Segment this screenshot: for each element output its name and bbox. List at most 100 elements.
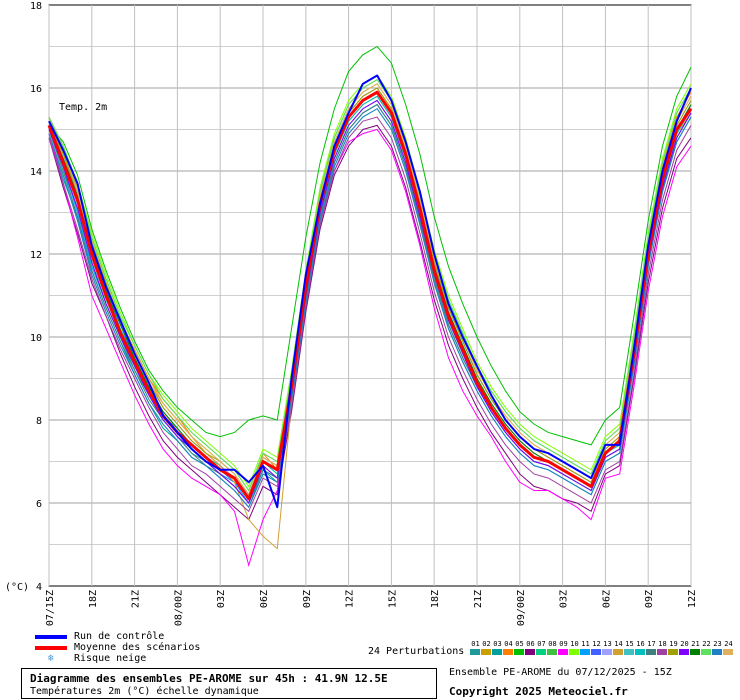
perturbation-number: 09	[559, 640, 568, 648]
perturbation-number: 16	[636, 640, 645, 648]
perturbation-swatch	[635, 649, 645, 655]
perturbation-swatch	[690, 649, 700, 655]
x-tick-label: 15Z	[387, 590, 398, 608]
x-tick-label: 12Z	[345, 590, 356, 608]
perturbation-swatch	[580, 649, 590, 655]
ensemble-member-line	[48, 87, 692, 496]
x-tick-label: 06Z	[259, 590, 270, 608]
ensemble-chart: 4 6 8 10 12 14 16 18 07/15Z 18Z 21Z 08/00Z 03Z 06Z 09…	[5, 1, 698, 626]
ensemble-member-line	[48, 124, 692, 521]
perturbation-number: 12	[592, 640, 601, 648]
x-tick-label: 09Z	[302, 590, 313, 608]
perturbation-swatch	[514, 649, 524, 655]
y-tick-label: 6	[36, 499, 42, 510]
x-tick-label: 12Z	[687, 590, 698, 608]
y-tick-label: 8	[36, 416, 42, 427]
perturbation-swatch	[723, 649, 733, 655]
ensemble-member-line	[48, 79, 692, 492]
perturbation-number: 22	[702, 640, 711, 648]
perturbation-swatch	[668, 649, 678, 655]
x-tick-label: 03Z	[559, 590, 570, 608]
x-tick-label: 03Z	[216, 590, 227, 608]
perturbation-number: 06	[526, 640, 535, 648]
x-tick-label: 18Z	[430, 590, 441, 608]
perturbation-swatch	[503, 649, 513, 655]
x-tick-label: 21Z	[131, 590, 142, 608]
series-line	[47, 90, 693, 501]
copyright-label: Copyright 2025 Meteociel.fr	[449, 685, 628, 698]
x-tick-label: 21Z	[473, 590, 484, 608]
perturbation-swatch	[679, 649, 689, 655]
ensemble-run-label: Ensemble PE-AROME du 07/12/2025 - 15Z	[449, 667, 672, 678]
perturbation-swatch	[657, 649, 667, 655]
x-tick-label: 07/15Z	[45, 590, 56, 626]
perturbation-number: 05	[515, 640, 524, 648]
y-tick-label: 14	[30, 167, 42, 178]
perturbation-number: 08	[548, 640, 557, 648]
perturbation-number: 17	[647, 640, 656, 648]
perturbation-swatch	[569, 649, 579, 655]
legend-snow-label: Risque neige	[74, 653, 147, 664]
y-tick-labels: 4 6 8 10 12 14 16 18	[30, 1, 42, 593]
perturbation-swatch	[646, 649, 656, 655]
ensemble-member-line	[48, 45, 692, 446]
perturbation-number: 04	[504, 640, 513, 648]
chart-annotation: Temp. 2m	[59, 102, 107, 113]
x-tick-label: 09/00Z	[516, 590, 527, 626]
ensemble-member-line	[48, 99, 692, 504]
legend-mean: Moyenne des scénarios	[35, 642, 200, 653]
y-tick-label: 12	[30, 250, 42, 261]
main-series	[47, 74, 693, 509]
perturbation-key: 01 02 03 04 05 06 07 08 09 10 11 12 13 14 15 16 17 18 19 20…	[470, 640, 734, 655]
ensemble-member-line	[48, 128, 692, 568]
series-line	[48, 74, 692, 509]
control-swatch	[35, 634, 67, 639]
perturbation-swatch	[470, 649, 480, 655]
diagram-title: Diagramme des ensembles PE-AROME sur 45h…	[30, 672, 388, 685]
perturbation-swatch	[558, 649, 568, 655]
perturbation-swatch	[525, 649, 535, 655]
legend-mean-label: Moyenne des scénarios	[74, 642, 201, 653]
perturbation-swatch	[547, 649, 557, 655]
perturbation-number: 20	[680, 640, 689, 648]
perturbation-swatch	[701, 649, 711, 655]
ensemble-member-line	[48, 116, 692, 513]
y-tick-label: 4	[36, 582, 42, 593]
x-tick-label: 08/00Z	[173, 590, 184, 626]
snowflake-icon: ❄	[47, 653, 55, 664]
perturbation-swatch	[481, 649, 491, 655]
perturbation-number: 01	[471, 640, 480, 648]
diagram-subtitle: Températures 2m (°C) échelle dynamique	[30, 686, 259, 697]
grid-lines	[48, 5, 692, 586]
perturbation-number: 10	[570, 640, 579, 648]
perturbation-swatch	[591, 649, 601, 655]
legend-snow: ❄ Risque neige	[35, 653, 200, 664]
perturbations-label: 24 Perturbations	[368, 646, 465, 657]
perturbation-number: 02	[482, 640, 491, 648]
x-tick-label: 06Z	[601, 590, 612, 608]
perturbation-number: 21	[691, 640, 700, 648]
perturbation-swatch	[492, 649, 502, 655]
legend-control: Run de contrôle	[35, 631, 200, 642]
y-tick-label: 10	[30, 333, 42, 344]
y-unit-label: (°C)	[5, 582, 29, 593]
info-box: Diagramme des ensembles PE-AROME sur 45h…	[21, 668, 437, 699]
x-tick-labels: 07/15Z 18Z 21Z 08/00Z 03Z 06Z 09Z 12Z 15Z 18Z 21Z 0…	[45, 590, 698, 626]
perturbation-swatch	[712, 649, 722, 655]
perturbation-number: 11	[581, 640, 590, 648]
perturbation-number: 07	[537, 640, 546, 648]
perturbation-swatch	[602, 649, 612, 655]
perturbation-colors	[470, 649, 734, 655]
perturbation-number: 23	[713, 640, 722, 648]
x-tick-label: 09Z	[644, 590, 655, 608]
perturbation-number: 24	[724, 640, 733, 648]
mean-swatch	[35, 645, 67, 650]
perturbation-swatch	[624, 649, 634, 655]
perturbation-number: 19	[669, 640, 678, 648]
perturbation-swatch	[536, 649, 546, 655]
perturbation-number: 03	[493, 640, 502, 648]
legend: Run de contrôle Moyenne des scénarios ❄ …	[35, 631, 200, 664]
perturbation-number: 15	[625, 640, 634, 648]
legend-control-label: Run de contrôle	[74, 631, 165, 642]
perturbation-number: 13	[603, 640, 612, 648]
